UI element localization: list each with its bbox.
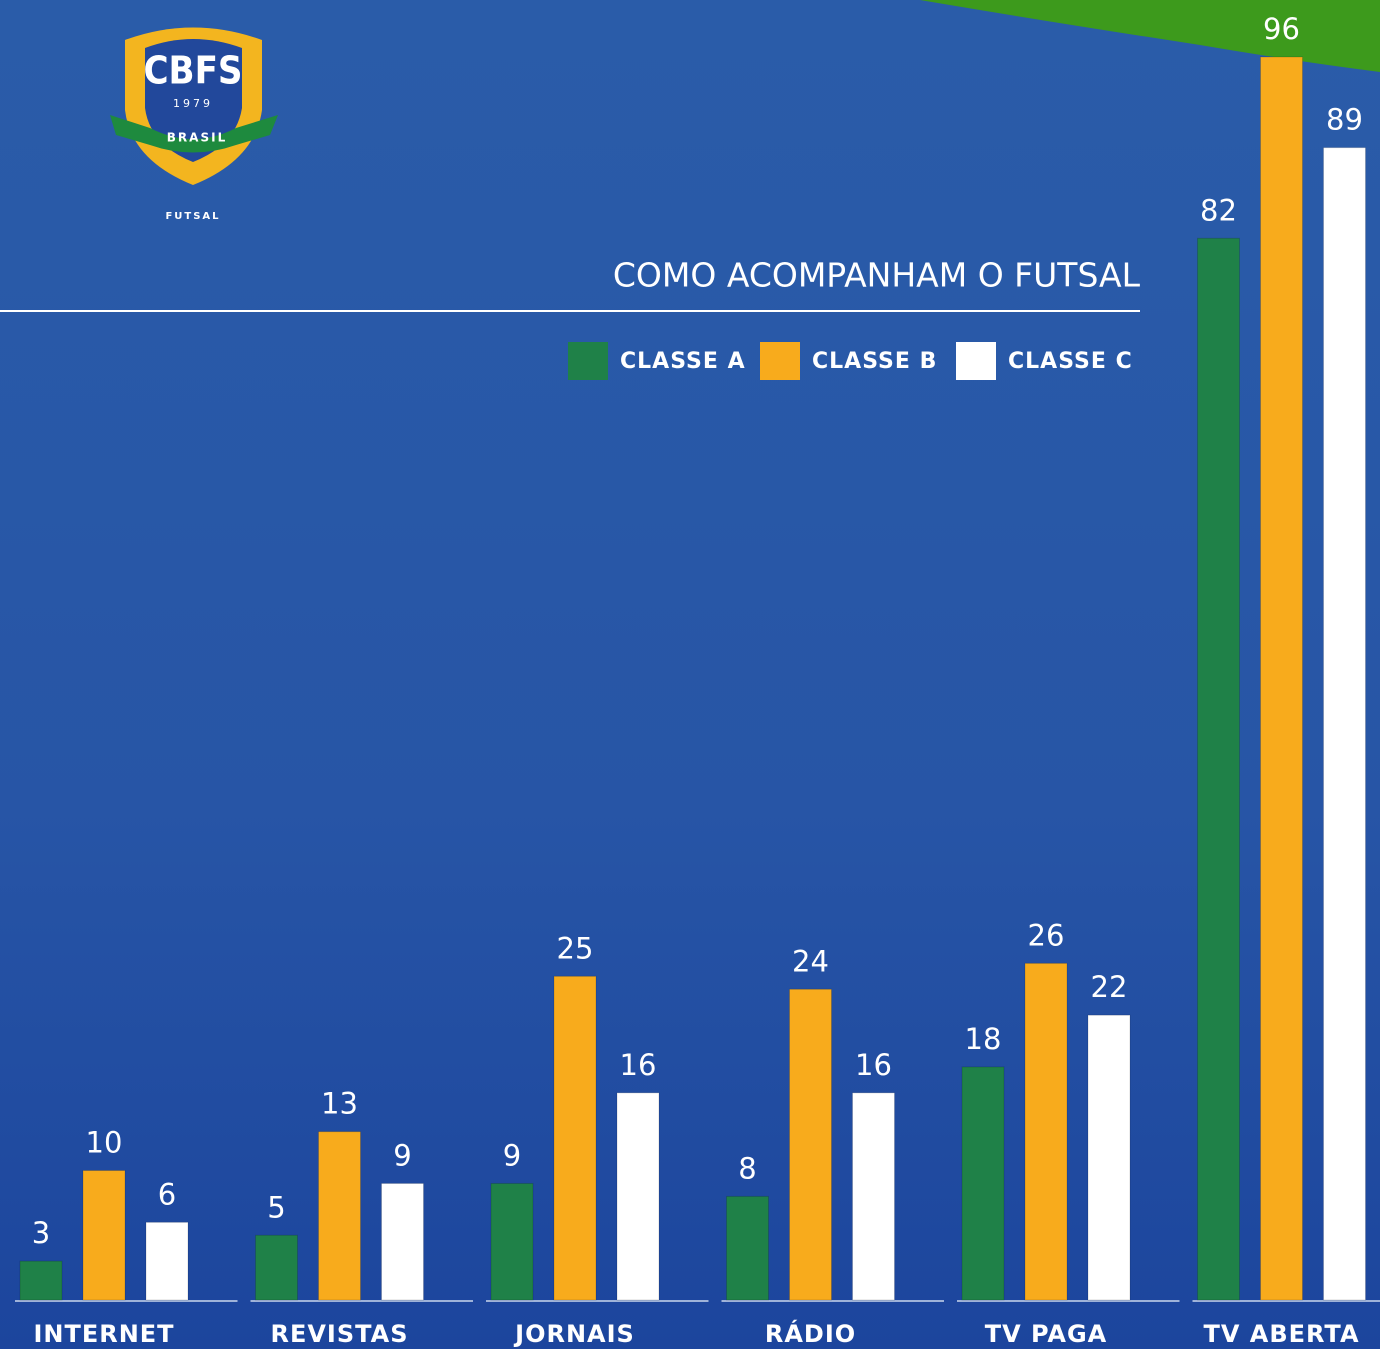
- corner-decoration: [920, 0, 1380, 72]
- bar: [1323, 147, 1366, 1301]
- bar: [318, 1131, 361, 1301]
- bar: [789, 988, 832, 1301]
- value-label: 96: [1263, 12, 1300, 46]
- bar: [726, 1195, 769, 1301]
- x-tick-label: TV PAGA: [985, 1320, 1108, 1348]
- x-tick-label: REVISTAS: [270, 1320, 408, 1348]
- logo-sport: FUTSAL: [165, 211, 220, 222]
- legend-swatch: [568, 342, 608, 380]
- legend-swatch: [760, 342, 800, 380]
- bar: [1197, 237, 1240, 1301]
- value-label: 25: [557, 931, 594, 965]
- value-label: 6: [158, 1177, 176, 1211]
- x-tick-label: INTERNET: [33, 1320, 174, 1348]
- x-tick-label: TV ABERTA: [1203, 1320, 1359, 1348]
- logo: CBFS 1979 BRASIL FUTSAL: [110, 27, 278, 222]
- logo-inner: [145, 39, 242, 162]
- legend-label: CLASSE A: [620, 349, 746, 374]
- legend-swatch: [956, 342, 996, 380]
- legend-label: CLASSE C: [1008, 349, 1133, 374]
- value-label: 9: [503, 1138, 521, 1172]
- value-label: 16: [620, 1048, 657, 1082]
- bar: [961, 1066, 1005, 1301]
- value-label: 5: [267, 1190, 285, 1224]
- value-label: 8: [738, 1151, 756, 1185]
- bar: [616, 1092, 660, 1301]
- value-label: 82: [1200, 193, 1237, 227]
- value-label: 26: [1028, 918, 1065, 952]
- bar: [255, 1234, 298, 1301]
- legend-label: CLASSE B: [812, 349, 937, 374]
- value-label: 89: [1326, 103, 1363, 137]
- value-label: 13: [321, 1087, 358, 1121]
- logo-country: BRASIL: [167, 131, 227, 145]
- value-label: 24: [792, 944, 829, 978]
- bar: [490, 1182, 534, 1301]
- logo-ribbon: [110, 115, 278, 153]
- value-label: 9: [393, 1138, 411, 1172]
- value-label: 16: [855, 1048, 892, 1082]
- value-label: 10: [86, 1126, 123, 1160]
- logo-name: CBFS: [143, 49, 242, 93]
- bar: [145, 1221, 189, 1301]
- x-tick-label: RÁDIO: [765, 1319, 856, 1348]
- bar: [1087, 1014, 1131, 1301]
- logo-year: 1979: [173, 97, 213, 110]
- value-label: 18: [965, 1022, 1002, 1056]
- bar: [1260, 56, 1303, 1301]
- bar: [852, 1092, 895, 1301]
- value-label: 22: [1091, 970, 1128, 1004]
- chart-title: COMO ACOMPANHAM O FUTSAL: [613, 256, 1141, 295]
- x-tick-label: JORNAIS: [513, 1320, 635, 1348]
- bar: [553, 975, 597, 1301]
- bar: [1024, 962, 1068, 1301]
- value-label: 3: [32, 1216, 50, 1250]
- bar: [82, 1170, 126, 1301]
- bar: [19, 1260, 63, 1301]
- bar: [381, 1182, 424, 1301]
